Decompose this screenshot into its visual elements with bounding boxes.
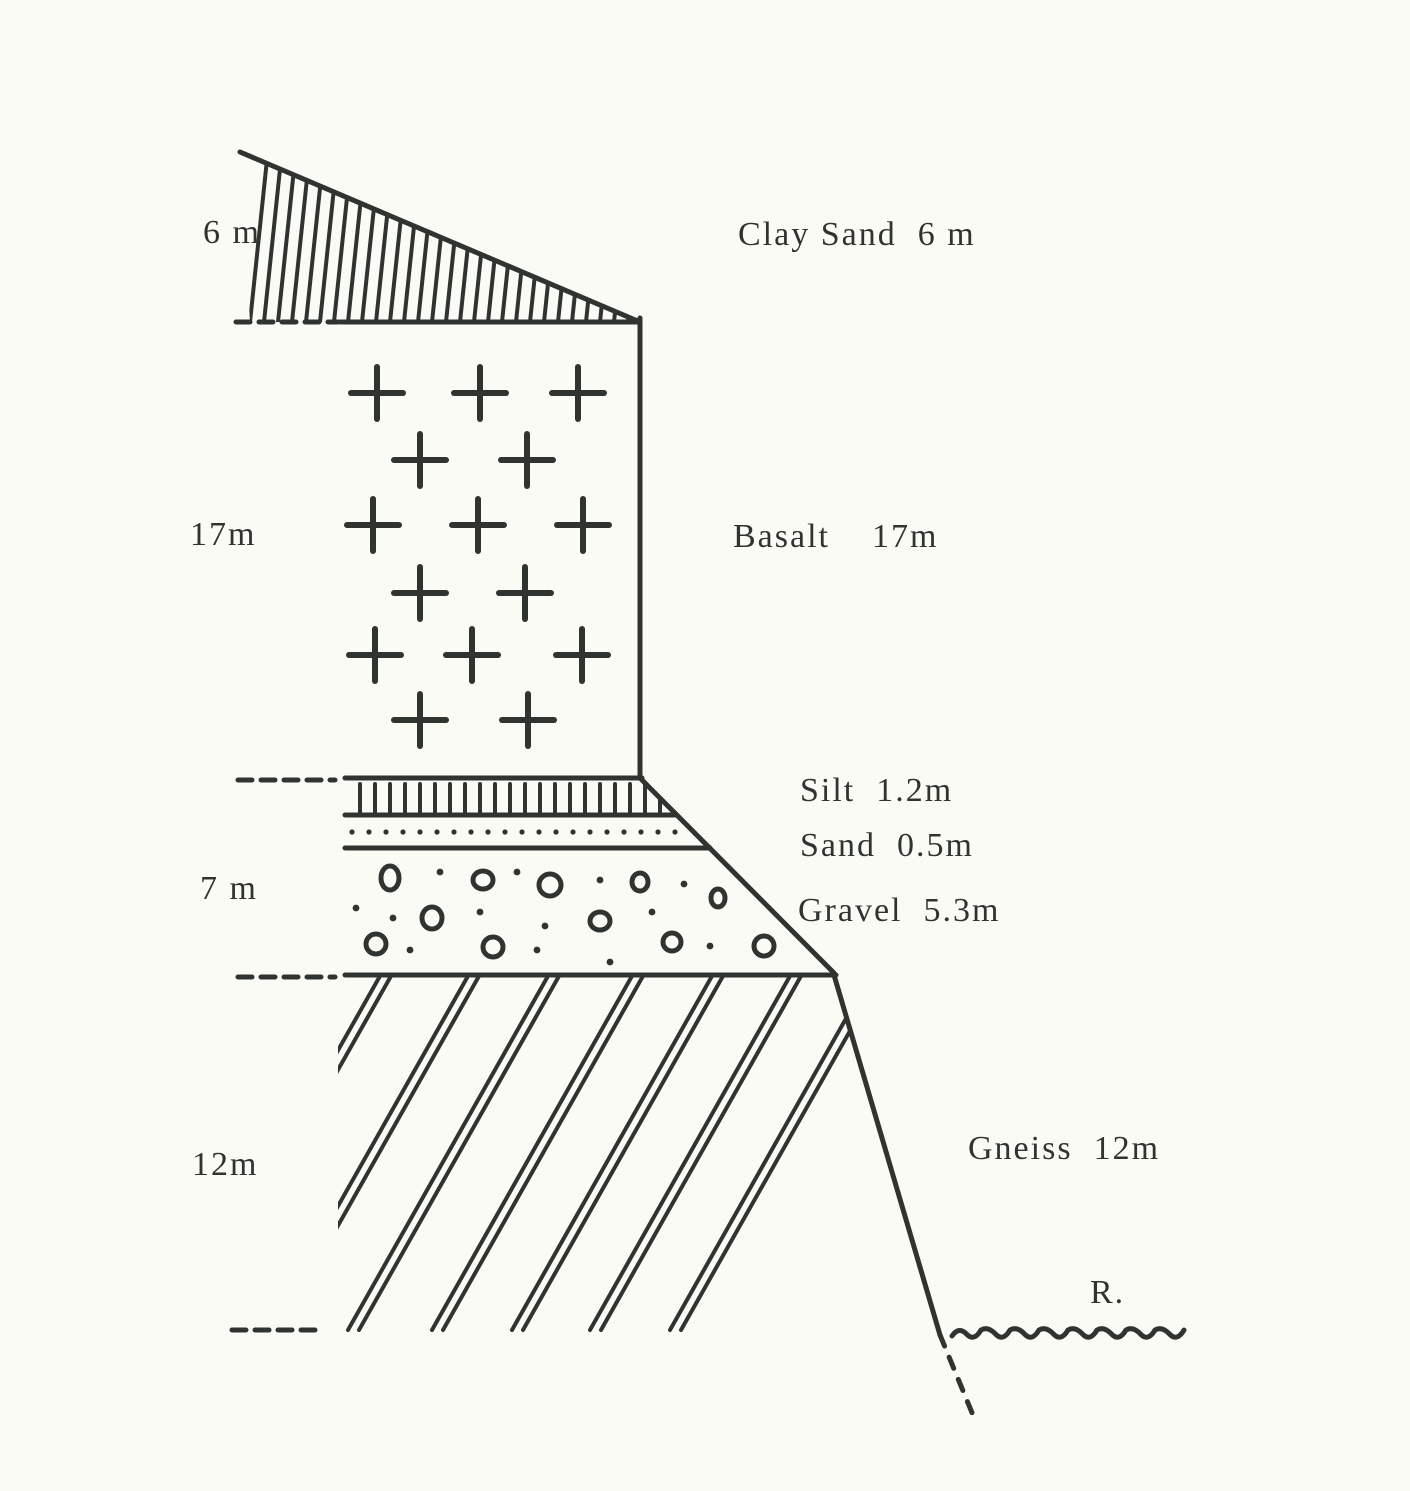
sand-dot — [536, 829, 542, 835]
sand-dot — [502, 829, 508, 835]
clay-sand-hatch-line — [276, 152, 298, 322]
gneiss-hatch-line — [441, 976, 645, 1332]
gravel-pebble — [419, 904, 445, 932]
layer-name: Sand — [800, 827, 876, 864]
sand-dot — [587, 829, 593, 835]
clay-sand-hatch-line — [248, 152, 270, 322]
depth-label-gneiss: 12m — [192, 1146, 259, 1183]
layer-name: Clay Sand — [738, 216, 897, 253]
layer-name: Basalt — [733, 518, 830, 555]
clay-sand-hatch-line — [626, 152, 640, 322]
sand-dot — [468, 829, 474, 835]
gravel-pebble — [480, 934, 506, 960]
layer-label-sand: Sand 0.5m — [800, 829, 974, 863]
gravel-dot — [596, 876, 604, 884]
layer-label-silt: Silt 1.2m — [800, 774, 953, 808]
layer-thickness: 1.2m — [876, 772, 954, 809]
gravel-pebble — [470, 868, 496, 892]
gneiss-hatch-line — [668, 976, 872, 1332]
sand-dot — [400, 829, 406, 835]
sand-dot — [570, 829, 576, 835]
gravel-dot — [606, 958, 614, 966]
gneiss-hatch-line — [338, 976, 382, 1332]
sand-dot — [366, 829, 372, 835]
layer-thickness: 12m — [1093, 1130, 1161, 1167]
layer-boundary-dashes — [229, 319, 341, 1333]
gneiss-hatch-line — [338, 976, 393, 1332]
gravel-dot — [389, 914, 397, 922]
gneiss-hatch-line — [346, 976, 550, 1332]
subsurface-dash — [937, 1332, 978, 1423]
gneiss-hatch-line — [430, 976, 634, 1332]
gravel-pebble — [378, 863, 402, 893]
gravel-pebble — [587, 909, 613, 933]
layer-thickness: 17m — [871, 518, 939, 555]
gravel-dot — [406, 946, 414, 954]
sand-dot — [621, 829, 627, 835]
gravel-pebble — [363, 931, 389, 957]
clay-sand-layer — [237, 149, 643, 325]
gneiss-hatch-line — [521, 976, 725, 1332]
sand-dot — [655, 829, 661, 835]
gravel-dot — [706, 942, 714, 950]
gravel-pebble — [629, 870, 651, 894]
layer-name: Silt — [800, 772, 856, 809]
gravel-pebble — [708, 886, 728, 910]
sand-dot — [638, 829, 644, 835]
gravel-dot — [436, 868, 444, 876]
gravel-dot — [541, 922, 549, 930]
gneiss-hatch-line — [338, 976, 470, 1332]
sand-dot — [604, 829, 610, 835]
gravel-layer — [342, 863, 839, 978]
layer-label-basalt: Basalt 17m — [733, 520, 938, 554]
gravel-dot — [648, 908, 656, 916]
gravel-dot — [352, 904, 360, 912]
gravel-dot — [476, 908, 484, 916]
gneiss-hatch-line — [588, 976, 792, 1332]
gneiss-hatch-line — [510, 976, 714, 1332]
gneiss-layer — [338, 972, 943, 1338]
layer-thickness: 6 m — [917, 216, 976, 253]
clay-sand-hatch-line — [598, 152, 620, 322]
river-label: R. — [1090, 1274, 1126, 1311]
layer-label-gravel: Gravel 5.3m — [798, 894, 1000, 928]
depth-label-clay-sand: 6 m — [203, 214, 261, 251]
sand-dot — [672, 829, 678, 835]
gravel-pebble — [660, 930, 684, 954]
sand-dot — [485, 829, 491, 835]
sand-dot — [417, 829, 423, 835]
layer-label-gneiss: Gneiss 12m — [968, 1132, 1160, 1166]
gravel-dot — [513, 868, 521, 876]
sand-dot — [349, 829, 355, 835]
gneiss-hatch-line — [357, 976, 561, 1332]
clay-sand-hatch-line — [262, 152, 284, 322]
sand-dot — [451, 829, 457, 835]
layer-thickness: 0.5m — [897, 827, 974, 864]
silt-layer — [342, 782, 678, 818]
layer-name: Gneiss — [968, 1130, 1073, 1167]
basalt-layer — [342, 315, 645, 781]
gravel-pebble — [751, 933, 777, 959]
sand-dot — [553, 829, 559, 835]
gravel-dot — [680, 880, 688, 888]
layer-label-clay-sand: Clay Sand 6 m — [738, 218, 976, 252]
clay-sand-hatch-line — [612, 152, 634, 322]
gravel-dot — [533, 946, 541, 954]
layer-name: Gravel — [798, 892, 903, 929]
gneiss-hatch-line — [679, 976, 883, 1332]
gravel-pebble — [536, 871, 564, 899]
clay-sand-hatch-line — [584, 152, 606, 322]
layer-thickness: 5.3m — [923, 892, 1001, 929]
river-surface — [949, 1326, 1187, 1340]
sand-dot — [383, 829, 389, 835]
slope-line — [637, 775, 837, 976]
gneiss-hatch-line — [338, 976, 481, 1332]
gneiss-hatch-line — [599, 976, 803, 1332]
sand-dot — [434, 829, 440, 835]
depth-label-sediments: 7 m — [200, 870, 258, 907]
sand-dot — [519, 829, 525, 835]
depth-label-basalt: 17m — [190, 516, 257, 553]
sand-layer — [342, 829, 713, 851]
